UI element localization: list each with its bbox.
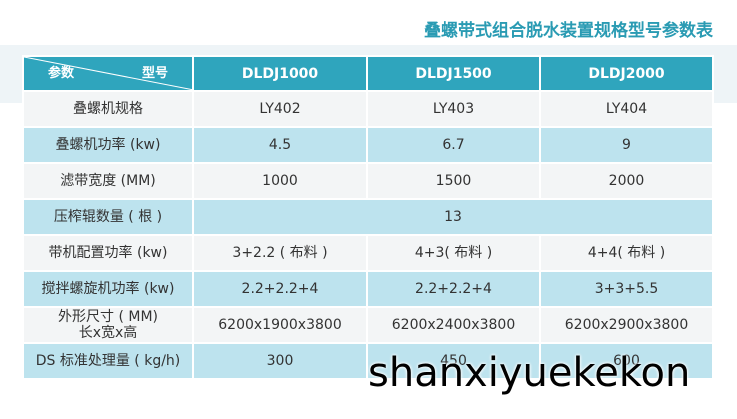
value-cell: LY402 bbox=[192, 90, 368, 128]
table-row: DS 标准处理量 ( kg/h) 300 450 600 bbox=[22, 342, 714, 380]
value-cell: 450 bbox=[366, 342, 541, 380]
table-title: 叠螺带式组合脱水装置规格型号参数表 bbox=[424, 21, 713, 41]
param-cell: 压榨辊数量 ( 根 ) bbox=[22, 198, 194, 236]
value-cell: 3+2.2 ( 布料 ) bbox=[192, 234, 368, 272]
table-row: 压榨辊数量 ( 根 ) 13 bbox=[22, 198, 714, 236]
corner-model: 型号 bbox=[142, 66, 169, 81]
param-cell: 滤带宽度 (MM) bbox=[22, 162, 194, 200]
value-cell: LY403 bbox=[366, 90, 541, 128]
param-cell: 搅拌螺旋机功率 (kw) bbox=[22, 270, 194, 308]
column-header: DLDJ2000 bbox=[539, 55, 714, 92]
column-header: DLDJ1500 bbox=[366, 55, 541, 92]
header-row: 参数 型号 DLDJ1000 DLDJ1500 DLDJ2000 bbox=[22, 55, 714, 92]
table-row: 叠螺机功率 (kw) 4.5 6.7 9 bbox=[22, 126, 714, 164]
watermark: shanxiyuekekon bbox=[368, 350, 691, 396]
table-row: 叠螺机规格 LY402 LY403 LY404 bbox=[22, 90, 714, 128]
value-cell: 4.5 bbox=[192, 126, 368, 164]
column-header: DLDJ1000 bbox=[192, 55, 368, 92]
value-cell: 600 bbox=[539, 342, 714, 380]
value-cell: 300 bbox=[192, 342, 368, 380]
table-row: 搅拌螺旋机功率 (kw) 2.2+2.2+4 2.2+2.2+4 3+3+5.5 bbox=[22, 270, 714, 308]
value-cell: LY404 bbox=[539, 90, 714, 128]
table-row: 滤带宽度 (MM) 1000 1500 2000 bbox=[22, 162, 714, 200]
value-cell: 2000 bbox=[539, 162, 714, 200]
value-cell: 1000 bbox=[192, 162, 368, 200]
param-cell: 带机配置功率 (kw) bbox=[22, 234, 194, 272]
value-cell: 4+4( 布料 ) bbox=[539, 234, 714, 272]
value-cell: 6200x2900x3800 bbox=[539, 306, 714, 344]
param-cell: 外形尺寸 ( MM) 长x宽x高 bbox=[22, 306, 194, 344]
spec-table: 参数 型号 DLDJ1000 DLDJ1500 DLDJ2000 叠螺机规格 LY402 LY… bbox=[22, 55, 714, 380]
value-cell: 6.7 bbox=[366, 126, 541, 164]
param-cell: 叠螺机功率 (kw) bbox=[22, 126, 194, 164]
value-cell: 2.2+2.2+4 bbox=[192, 270, 368, 308]
value-cell: 9 bbox=[539, 126, 714, 164]
table-row: 外形尺寸 ( MM) 长x宽x高 6200x1900x3800 6200x2400x… bbox=[22, 306, 714, 344]
param-cell: 叠螺机规格 bbox=[22, 90, 194, 128]
corner-cell: 参数 型号 bbox=[22, 55, 194, 92]
value-cell: 2.2+2.2+4 bbox=[366, 270, 541, 308]
value-cell: 1500 bbox=[366, 162, 541, 200]
value-cell: 4+3( 布料 ) bbox=[366, 234, 541, 272]
value-cell: 6200x1900x3800 bbox=[192, 306, 368, 344]
corner-param: 参数 bbox=[48, 66, 75, 81]
value-cell: 3+3+5.5 bbox=[539, 270, 714, 308]
value-cell: 13 bbox=[192, 198, 714, 236]
diagonal bbox=[24, 57, 194, 90]
param-cell: DS 标准处理量 ( kg/h) bbox=[22, 342, 194, 380]
table-row: 带机配置功率 (kw) 3+2.2 ( 布料 ) 4+3( 布料 ) 4+4( 布料 … bbox=[22, 234, 714, 272]
value-cell: 6200x2400x3800 bbox=[366, 306, 541, 344]
